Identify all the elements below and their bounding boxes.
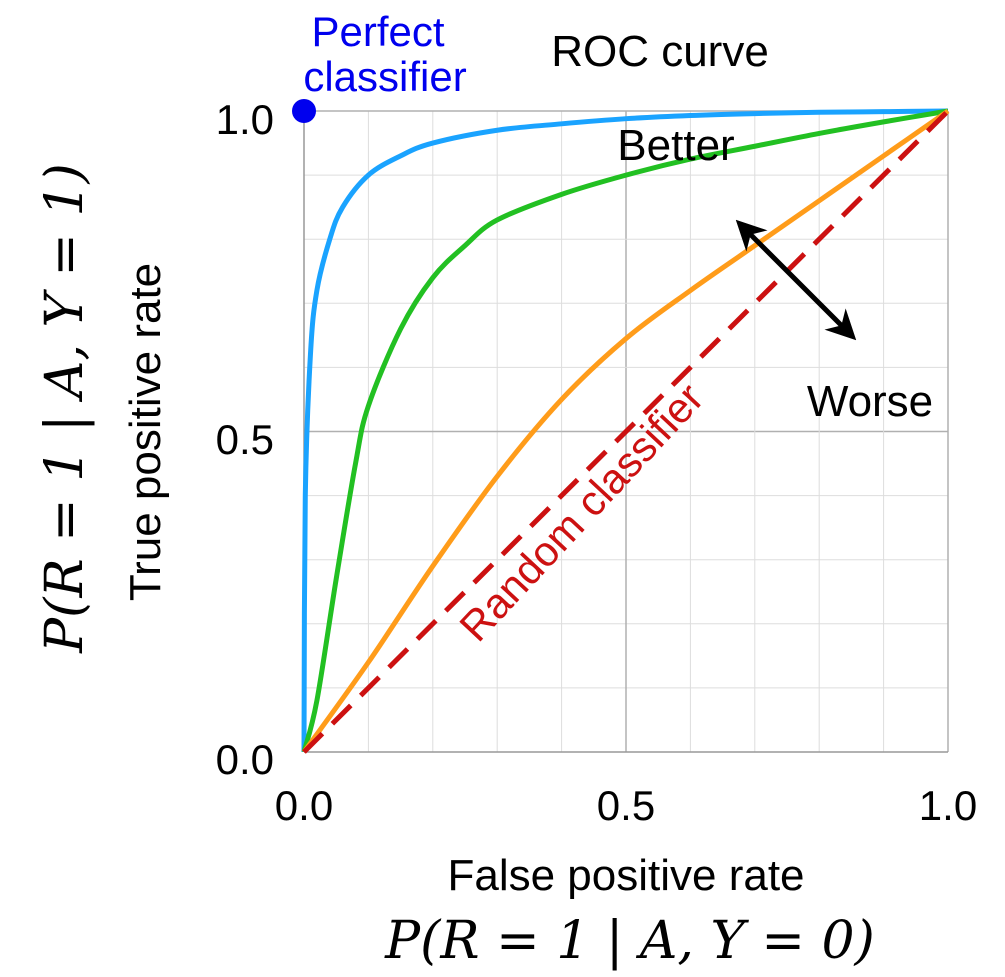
series-line-2 bbox=[301, 108, 950, 754]
x-axis-label: False positive rate bbox=[447, 851, 804, 900]
x-tick-label: 0.5 bbox=[597, 782, 655, 829]
better-label: Better bbox=[617, 121, 734, 170]
y-axis-formula: P(R = 1 | A, Y = 1) bbox=[35, 163, 95, 654]
y-axis-label: True positive rate bbox=[121, 263, 170, 601]
series-line-random-classifier bbox=[302, 109, 950, 754]
perfect-classifier-point bbox=[292, 99, 316, 123]
worse-label: Worse bbox=[807, 377, 933, 426]
x-axis-formula: P(R = 1 | A, Y = 0) bbox=[384, 911, 875, 971]
series-line-0 bbox=[301, 108, 949, 753]
perfect-classifier-label-line1: Perfect bbox=[311, 8, 444, 55]
y-tick-label: 1.0 bbox=[216, 96, 274, 143]
y-tick-label: 0.0 bbox=[216, 736, 274, 783]
series-line-1 bbox=[301, 108, 949, 753]
better-worse-arrow bbox=[735, 219, 857, 341]
series-group bbox=[301, 108, 950, 754]
chart-title: ROC curve bbox=[551, 27, 769, 76]
y-tick-label: 0.5 bbox=[216, 416, 274, 463]
x-tick-label: 0.0 bbox=[275, 782, 333, 829]
random-classifier-label: Random classifier bbox=[450, 374, 712, 650]
perfect-classifier-label-line2: classifier bbox=[303, 53, 466, 100]
x-tick-label: 1.0 bbox=[919, 782, 977, 829]
